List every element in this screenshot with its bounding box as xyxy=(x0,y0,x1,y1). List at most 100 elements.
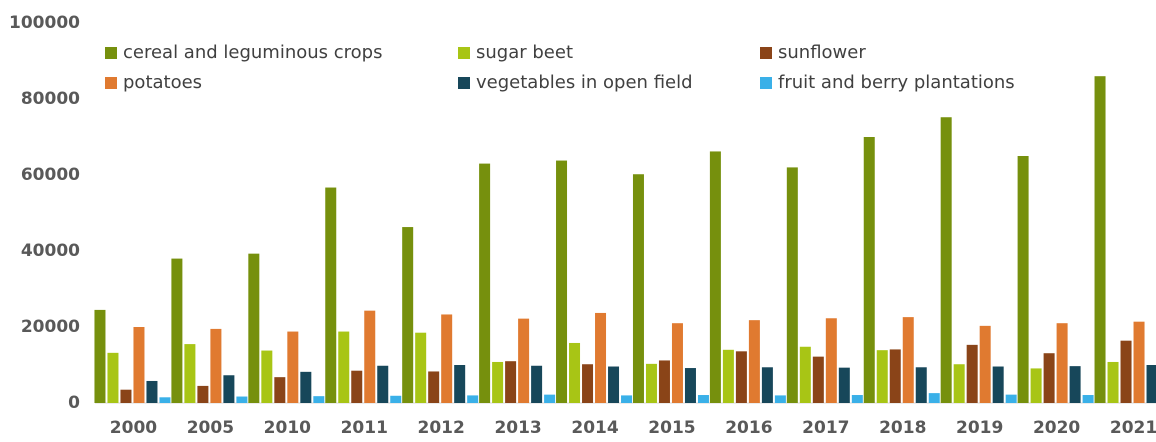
x-tick-label: 2010 xyxy=(264,418,311,438)
x-tick-label: 2019 xyxy=(956,418,1003,438)
bar xyxy=(402,227,414,403)
bar xyxy=(928,393,940,403)
x-tick-label: 2015 xyxy=(648,418,695,438)
y-tick-label: 100000 xyxy=(9,13,80,33)
bar xyxy=(1107,361,1119,403)
x-tick-label: 2011 xyxy=(341,418,388,438)
bar xyxy=(505,361,517,403)
bar xyxy=(1133,321,1145,403)
bar xyxy=(761,367,773,403)
bar xyxy=(441,314,453,403)
bar xyxy=(544,394,556,403)
legend-swatch xyxy=(760,47,772,59)
bar xyxy=(979,325,991,403)
bar xyxy=(915,367,927,403)
bar xyxy=(671,323,683,403)
bar xyxy=(364,310,376,403)
bar xyxy=(479,163,491,403)
bar xyxy=(1082,395,1094,403)
bar xyxy=(786,167,798,403)
bar xyxy=(582,364,594,403)
bar xyxy=(902,317,914,403)
bar xyxy=(287,331,299,403)
legend-label: sugar beet xyxy=(476,42,573,63)
bar xyxy=(735,351,747,403)
x-tick-label: 2020 xyxy=(1033,418,1080,438)
bar xyxy=(748,320,760,403)
legend-label: fruit and berry plantations xyxy=(778,72,1015,93)
bar xyxy=(645,363,657,403)
bar xyxy=(428,371,440,403)
legend-label: cereal and leguminous crops xyxy=(123,42,382,63)
x-tick-label: 2017 xyxy=(802,418,849,438)
bar xyxy=(351,370,363,403)
bar xyxy=(1146,365,1156,403)
bar xyxy=(1120,340,1132,403)
bar xyxy=(300,371,312,403)
bar xyxy=(556,160,568,403)
bar xyxy=(966,344,978,403)
bar xyxy=(146,380,158,403)
bar xyxy=(467,395,479,403)
legend-swatch xyxy=(458,77,470,89)
legend-swatch xyxy=(105,47,117,59)
x-tick-label: 2014 xyxy=(571,418,618,438)
x-tick-label: 2013 xyxy=(494,418,541,438)
bar xyxy=(632,174,644,403)
bar xyxy=(1094,76,1106,403)
bar xyxy=(940,117,952,404)
bar xyxy=(107,352,119,403)
bar xyxy=(531,365,543,403)
bar xyxy=(658,360,670,403)
legend-label: potatoes xyxy=(123,72,202,93)
bar xyxy=(1056,323,1068,403)
y-tick-label: 0 xyxy=(68,393,80,413)
bar xyxy=(1017,156,1029,403)
bar xyxy=(799,346,811,403)
bar xyxy=(390,395,402,403)
bar xyxy=(518,318,530,403)
bar xyxy=(159,397,171,403)
bar xyxy=(197,385,209,403)
bar xyxy=(454,365,466,403)
x-tick-label: 2000 xyxy=(110,418,157,438)
bar xyxy=(709,151,721,403)
bar xyxy=(1069,366,1081,403)
bar xyxy=(377,365,389,403)
bar xyxy=(1043,353,1055,403)
bar xyxy=(722,349,734,403)
x-tick-label: 2012 xyxy=(418,418,465,438)
legend-label: sunflower xyxy=(778,42,866,63)
bar xyxy=(223,375,235,403)
bar xyxy=(697,395,709,403)
y-tick-label: 60000 xyxy=(21,165,80,185)
bar xyxy=(325,187,337,403)
bar xyxy=(812,356,824,403)
bar xyxy=(608,366,620,403)
bar xyxy=(313,396,325,403)
y-tick-label: 80000 xyxy=(21,89,80,109)
bar xyxy=(274,377,286,403)
bar xyxy=(1030,368,1042,403)
bar xyxy=(863,137,875,403)
bar xyxy=(210,328,222,403)
bar xyxy=(684,368,696,403)
bar xyxy=(133,327,145,403)
legend-swatch xyxy=(760,77,772,89)
bar xyxy=(595,312,607,403)
bar xyxy=(94,309,106,403)
bar xyxy=(774,395,786,403)
bar xyxy=(120,389,132,403)
x-tick-label: 2016 xyxy=(725,418,772,438)
bar xyxy=(415,332,427,403)
bar xyxy=(876,350,888,403)
bar xyxy=(953,364,965,403)
legend-swatch xyxy=(458,47,470,59)
x-tick-label: 2005 xyxy=(187,418,234,438)
bar xyxy=(851,395,863,403)
bar xyxy=(992,366,1004,403)
y-tick-label: 40000 xyxy=(21,241,80,261)
bar xyxy=(236,396,248,403)
bar xyxy=(569,342,581,403)
